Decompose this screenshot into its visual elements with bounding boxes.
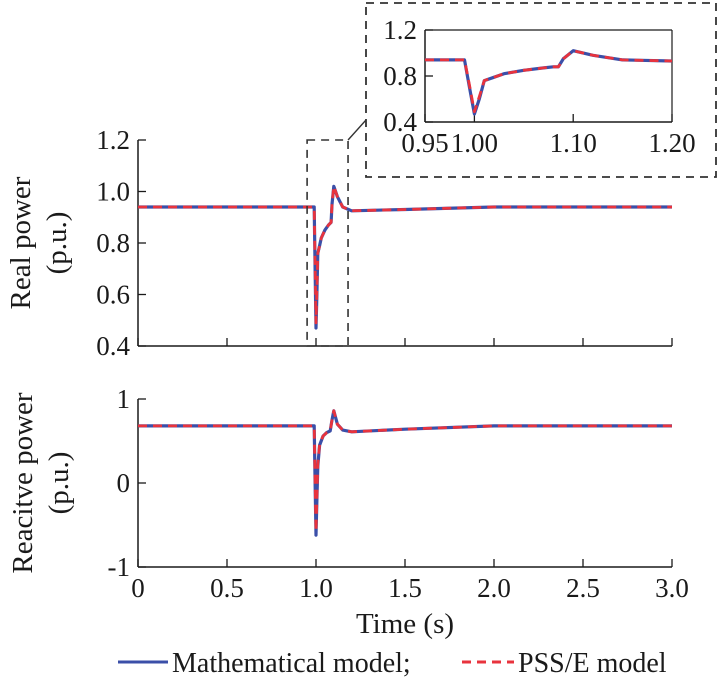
zoom-inset-panel: 0.4 0.8 1.2 0.95 1.00 1.10 1.20: [365, 2, 717, 178]
y-tick-label: 0.6: [96, 280, 130, 310]
y-tick-label: 0.8: [96, 228, 130, 258]
y-tick-label: 0.4: [96, 331, 130, 361]
x-tick-label: 1.5: [388, 573, 422, 603]
legend-psse-label: PSS/E model: [518, 648, 667, 679]
y-tick-label: 1.2: [383, 15, 417, 45]
x-tick-label: 0.95: [401, 128, 448, 158]
y-tick-label: 1: [117, 384, 131, 414]
legend: Mathematical model; PSS/E model: [118, 648, 667, 679]
x-tick-label: 3.0: [655, 573, 689, 603]
y-axis-title: Reacitve power: [7, 392, 39, 574]
y-axis-title: Real power: [5, 176, 37, 309]
x-tick-label: 0: [131, 573, 145, 603]
real-power-panel: 0.4 0.6 0.8 1.0 1.2 Real power (p.u.): [5, 125, 673, 361]
y-tick-label: -1: [108, 552, 131, 582]
y-tick-label: 1.2: [96, 125, 130, 155]
y-axis-title: (p.u.): [41, 212, 73, 275]
zoom-indicator: [306, 119, 367, 347]
x-tick-label: 0.5: [210, 573, 244, 603]
zoom-region-box: [306, 139, 349, 347]
y-tick-label: 0.4: [383, 107, 417, 137]
y-tick-label: 0.8: [383, 61, 417, 91]
series-mathematical-line: [138, 409, 672, 537]
x-tick-label: 1.0: [299, 573, 333, 603]
legend-mathematical-label: Mathematical model;: [172, 648, 411, 679]
series-psse-line: [138, 184, 672, 325]
y-axis-title: (p.u.): [43, 452, 75, 515]
y-tick-label: 1.0: [96, 177, 130, 207]
x-axis-title: Time (s): [356, 608, 454, 640]
x-tick-label: 1.20: [648, 128, 695, 158]
x-tick-label: 2.0: [477, 573, 511, 603]
x-tick-label: 1.10: [550, 128, 597, 158]
zoom-connector-line: [347, 119, 367, 141]
y-tick-label: 0: [117, 468, 131, 498]
x-tick-label: 1.00: [451, 128, 498, 158]
series-psse-line: [425, 49, 673, 114]
x-tick-label: 2.5: [566, 573, 600, 603]
